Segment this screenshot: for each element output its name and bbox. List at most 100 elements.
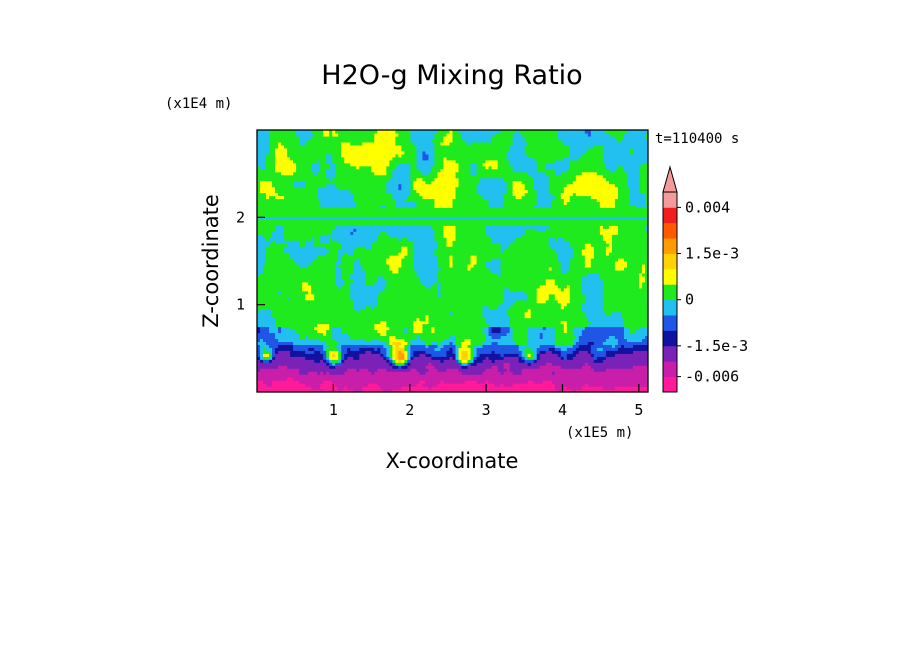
field-cell [365, 326, 369, 331]
field-cell [365, 344, 369, 348]
field-cell [611, 320, 616, 325]
field-cell [437, 371, 442, 375]
field-cell [479, 290, 484, 295]
field-cell [311, 365, 315, 369]
field-cell [314, 323, 318, 328]
field-cell [578, 305, 583, 310]
field-cell [440, 347, 445, 351]
field-cell [500, 347, 505, 351]
field-cell [524, 389, 529, 392]
field-cell [458, 383, 463, 387]
field-cell [470, 308, 475, 313]
field-cell [263, 293, 267, 298]
field-cell [281, 353, 285, 357]
field-cell [602, 347, 607, 351]
field-cell [539, 347, 544, 351]
field-cell [296, 374, 300, 378]
field-cell [278, 314, 282, 319]
field-cell [275, 284, 279, 289]
field-cell [488, 338, 493, 342]
field-cell [335, 275, 339, 280]
field-cell [404, 335, 408, 340]
field-cell [377, 371, 381, 375]
field-cell [338, 368, 342, 372]
field-cell [458, 380, 463, 384]
field-cell [392, 335, 396, 340]
field-cell [449, 347, 454, 351]
field-cell [635, 296, 640, 301]
field-cell [281, 278, 285, 283]
field-cell [500, 356, 505, 360]
field-cell [425, 359, 430, 363]
field-cell [284, 371, 288, 375]
field-cell [617, 368, 622, 372]
field-cell [293, 377, 297, 381]
field-cell [311, 311, 315, 316]
field-cell [557, 383, 562, 387]
field-cell [551, 362, 556, 366]
field-cell [539, 338, 544, 342]
field-cell [377, 308, 381, 313]
field-cell [482, 350, 487, 354]
field-cell [446, 317, 451, 322]
field-cell [266, 359, 270, 363]
field-cell [452, 281, 457, 286]
field-cell [539, 359, 544, 363]
field-cell [533, 368, 538, 372]
field-cell [542, 311, 547, 316]
field-cell [635, 350, 640, 354]
field-cell [545, 326, 550, 331]
field-cell [476, 329, 481, 334]
field-cell [266, 284, 270, 289]
field-cell [257, 380, 261, 384]
field-cell [353, 323, 357, 328]
field-cell [320, 344, 324, 348]
field-cell [257, 341, 261, 345]
field-cell [533, 344, 538, 348]
field-cell [392, 353, 396, 357]
field-cell [515, 356, 520, 360]
field-cell [275, 317, 279, 322]
field-cell [434, 278, 439, 283]
field-cell [359, 359, 363, 363]
field-cell [335, 296, 339, 301]
field-cell [644, 329, 648, 334]
field-cell [272, 380, 276, 384]
field-cell [311, 362, 315, 366]
field-cell [620, 326, 625, 331]
field-cell [347, 359, 351, 363]
field-cell [620, 305, 625, 310]
field-cell [356, 389, 360, 392]
field-cell [590, 335, 595, 340]
field-cell [263, 365, 267, 369]
field-cell [260, 335, 264, 340]
field-cell [362, 284, 366, 289]
field-cell [377, 323, 381, 328]
field-cell [506, 308, 511, 313]
field-cell [341, 299, 345, 304]
field-cell [530, 374, 535, 378]
field-cell [506, 365, 511, 369]
field-cell [290, 389, 294, 392]
field-cell [614, 344, 619, 348]
field-cell [359, 275, 363, 280]
field-cell [521, 323, 526, 328]
field-cell [371, 275, 375, 280]
field-cell [308, 305, 312, 310]
field-cell [398, 377, 402, 381]
field-cell [566, 293, 571, 298]
field-cell [575, 365, 580, 369]
field-cell [323, 338, 327, 342]
field-cell [611, 374, 616, 378]
field-cell [515, 380, 520, 384]
field-cell [476, 341, 481, 345]
field-cell [506, 302, 511, 307]
field-cell [641, 359, 646, 363]
field-cell [299, 320, 303, 325]
field-cell [473, 302, 478, 307]
field-cell [395, 317, 399, 322]
field-cell [617, 347, 622, 351]
field-cell [416, 314, 421, 319]
field-cell [299, 380, 303, 384]
field-cell [614, 368, 619, 372]
